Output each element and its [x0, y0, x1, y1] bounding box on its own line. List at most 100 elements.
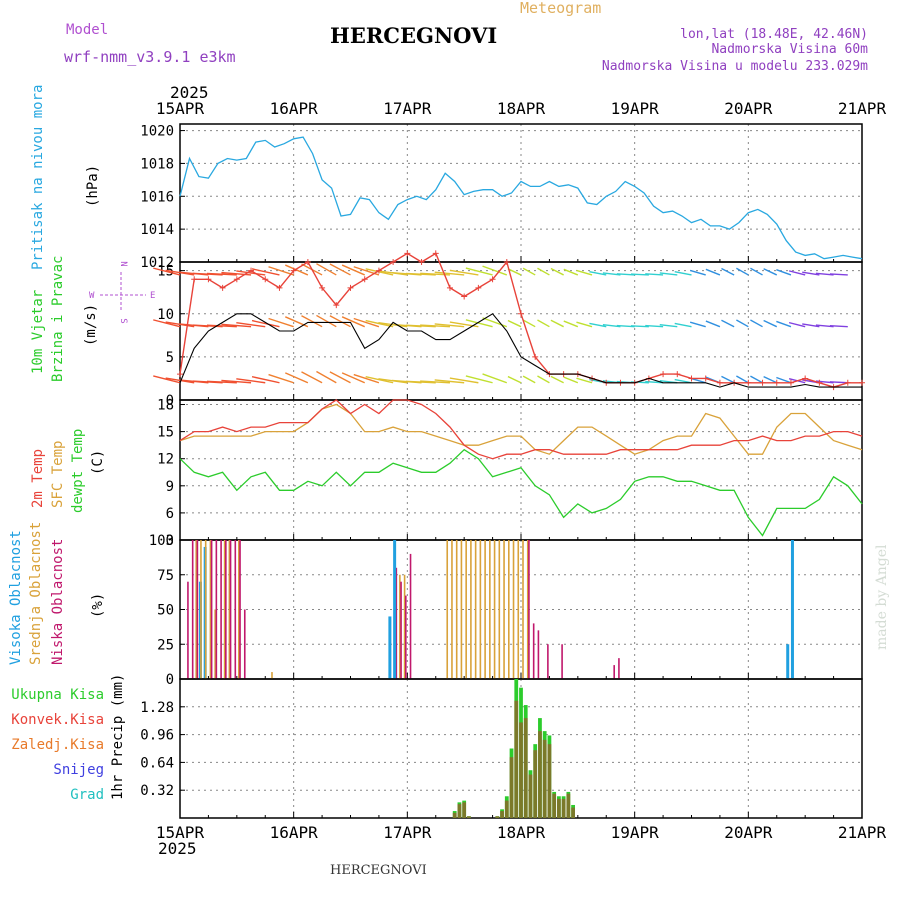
model-name: wrf-nmm_v3.9.1 e3km — [64, 48, 236, 66]
wind-arrow — [563, 268, 579, 276]
wind-arrow — [465, 267, 493, 276]
cloud-mid-bar — [209, 540, 212, 679]
wind-arrow — [316, 263, 337, 276]
gust-marker — [333, 302, 340, 309]
cloud-low-bar — [196, 540, 199, 679]
temp-ylabel-line1: 2m Temp — [30, 449, 46, 508]
wind-arrow — [221, 271, 252, 276]
gust-marker — [304, 259, 311, 265]
temp-tick-label: 9 — [166, 479, 174, 495]
gust-marker — [418, 259, 425, 265]
precip-conv-bar — [523, 718, 528, 818]
wind-arrow — [602, 324, 621, 328]
wind-arrow — [563, 320, 579, 328]
cloud-mid-bar — [526, 540, 529, 679]
date-label-bottom: 19APR — [611, 823, 660, 842]
wind-arrow — [341, 372, 365, 384]
gust-marker — [191, 276, 198, 283]
wind-arrow — [301, 315, 323, 328]
wind-arrow — [645, 273, 664, 276]
wind-arrow — [251, 319, 280, 328]
precip-conv-bar — [495, 816, 500, 818]
cloud-mid-bar — [503, 540, 505, 679]
precip-conv-bar — [571, 807, 575, 818]
wind-arrow — [420, 380, 450, 384]
wind-arrow — [788, 321, 806, 328]
gust-marker — [489, 276, 496, 283]
wind-arrow — [434, 379, 465, 384]
cloud-low-bar — [400, 581, 402, 679]
wind-arrow — [236, 378, 266, 384]
cloud-high-bar — [790, 540, 794, 679]
cloud-panel: 0 25 50 75 100 — [149, 533, 863, 688]
wind-arrow — [705, 268, 721, 276]
wind-arrow — [507, 375, 522, 384]
wind-arrow — [721, 375, 735, 384]
date-label-top: 15APR — [156, 99, 205, 118]
cloud-mid-bar — [507, 540, 510, 679]
precip-conv-bar — [452, 812, 457, 818]
precip-legend-conv: Konvek.Kisa — [11, 712, 104, 728]
gust-marker — [446, 284, 453, 291]
wind-arrow — [365, 319, 394, 328]
wind-arrow — [537, 267, 550, 276]
wind-arrow — [721, 319, 735, 328]
temp-tick-label: 18 — [157, 398, 174, 414]
cloud-mid-bar — [200, 540, 202, 679]
cloud-mid-bar — [451, 540, 453, 679]
wind-arrow — [522, 375, 536, 384]
wind-arrow — [589, 271, 607, 276]
precip-tick-label: 1.28 — [140, 700, 174, 716]
gust-marker — [404, 250, 411, 257]
wind-arrow — [405, 380, 436, 384]
wind-speed-line — [179, 313, 862, 388]
cloud-low-bar — [243, 609, 246, 679]
wind-arrow — [153, 267, 181, 276]
wind-arrow — [750, 319, 763, 328]
gust-marker — [390, 259, 397, 265]
cloud-mid-bar — [517, 540, 520, 679]
gust-marker — [248, 267, 255, 274]
precip-conv-bar — [556, 798, 561, 818]
wind-arrow — [434, 323, 465, 328]
cloud-mid-bar — [493, 540, 496, 679]
precip-conv-bar — [457, 804, 462, 818]
gust-marker — [674, 371, 681, 378]
station-title: HERCEGNOVI — [330, 23, 497, 48]
wind-arrow — [329, 263, 351, 276]
pressure-tick-label: 1018 — [140, 156, 174, 172]
wind-arrow — [721, 267, 735, 276]
year-bottom: 2025 — [158, 839, 197, 858]
wind-arrow — [465, 375, 493, 384]
wind-arrow — [674, 378, 692, 384]
sfc-temp-line — [179, 403, 863, 455]
cloud-low-bar — [537, 630, 540, 679]
cloud-ylabel-line3: Niska Oblacnost — [50, 539, 66, 665]
cloud-tick-label: 0 — [166, 672, 174, 688]
gust-marker — [205, 276, 212, 283]
precip-conv-bar — [467, 816, 471, 818]
date-label-bottom: 16APR — [270, 823, 319, 842]
cloud-mid-bar — [522, 540, 524, 679]
wind-arrow — [750, 267, 763, 276]
wind-arrow — [268, 373, 294, 384]
wind-arrow — [268, 317, 294, 328]
gust-marker — [432, 250, 439, 257]
wind-arrow — [420, 324, 450, 328]
wind-arrow — [576, 321, 593, 328]
wind-arrow — [285, 372, 309, 384]
cloud-low-bar — [528, 540, 530, 679]
cloud-mid-bar — [512, 540, 515, 679]
gust-marker — [262, 276, 269, 283]
cloud-high-bar — [786, 644, 790, 679]
wind-arrow — [659, 272, 678, 276]
precip-conv-bar — [547, 744, 552, 818]
date-label-top: 21APR — [838, 99, 887, 118]
pressure-unit: (hPa) — [85, 165, 101, 207]
wind-ylabel-line1: 10m Vjetar — [30, 290, 46, 374]
cloud-low-bar — [239, 540, 241, 679]
cloud-mid-bar — [403, 574, 406, 679]
wind-tick-label: 0 — [166, 393, 174, 409]
panel-frame — [179, 399, 863, 541]
